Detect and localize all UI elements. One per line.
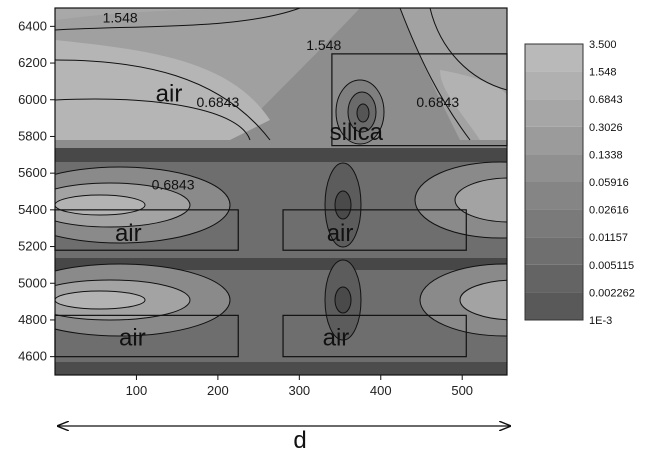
colorbar-label: 0.02616 [589,205,629,217]
colorbar-band [525,264,583,293]
colorbar-label: 1E-3 [589,315,612,327]
colorbar-band [525,182,583,210]
colorbar-band [525,44,583,72]
y-tick-label: 6400 [18,18,47,33]
x-tick-label: 400 [370,383,392,398]
colorbar-band [525,292,583,320]
y-tick-label: 6200 [18,55,47,70]
region-label: air [115,220,142,247]
y-tick-label: 6000 [18,92,47,107]
colorbar-frame [524,43,584,321]
colorbar [524,43,584,321]
structure-box [282,314,467,358]
colorbar-label: 0.1338 [589,149,623,161]
colorbar-band [525,71,583,100]
region-label: air [156,81,183,108]
colorbar-labels: 3.500 1.548 0.6843 0.3026 0.1338 0.05916 0.026… [589,39,635,327]
x-tick-label: 500 [451,383,473,398]
contour-label: 0.6843 [196,94,239,110]
colorbar-label: 1.548 [589,67,617,79]
region-label: silica [330,119,384,146]
region-label: air [119,325,146,352]
contour-label: 0.6843 [152,177,195,193]
plot-frame [54,7,508,376]
colorbar-band [525,209,583,238]
colorbar-label: 0.6843 [589,94,623,106]
colorbar-band [525,126,583,155]
x-axis-label: d [293,427,306,451]
colorbar-label: 3.500 [589,39,617,51]
contour-labels: 1.548 1.548 0.6843 0.6843 0.6843 [103,10,460,193]
y-tick-label: 5200 [18,239,47,254]
y-tick-label: 5800 [18,128,47,143]
colorbar-band [525,237,583,265]
colorbar-label: 0.3026 [589,122,623,134]
colorbar-band [525,99,583,127]
contour-label: 0.6843 [416,94,459,110]
y-tick-label: 5600 [18,165,47,180]
contour-field [55,8,507,375]
colorbar-label: 0.05916 [589,177,629,189]
contour-label: 1.548 [103,10,138,26]
structure-box [282,209,467,251]
region-label: air [327,220,354,247]
region-labels: air silica air air air air [115,81,384,352]
contour-label: 1.548 [306,37,341,53]
colorbar-label: 0.005115 [589,260,634,272]
x-axis-ticks: 100 200 300 400 500 [126,375,473,398]
x-tick-label: 300 [288,383,310,398]
y-tick-label: 4600 [18,349,47,364]
y-tick-label: 4800 [18,312,47,327]
colorbar-label: 0.01157 [589,232,628,244]
y-tick-label: 5400 [18,202,47,217]
y-tick-label: 5000 [18,275,47,290]
x-tick-label: 100 [126,383,148,398]
y-axis-ticks: 4600 4800 5000 5200 5400 5600 5800 6000 6200 6400 [18,18,55,364]
x-tick-label: 200 [207,383,229,398]
colorbar-label: 0.002262 [589,287,635,299]
colorbar-band [525,154,583,182]
region-label: air [323,325,350,352]
